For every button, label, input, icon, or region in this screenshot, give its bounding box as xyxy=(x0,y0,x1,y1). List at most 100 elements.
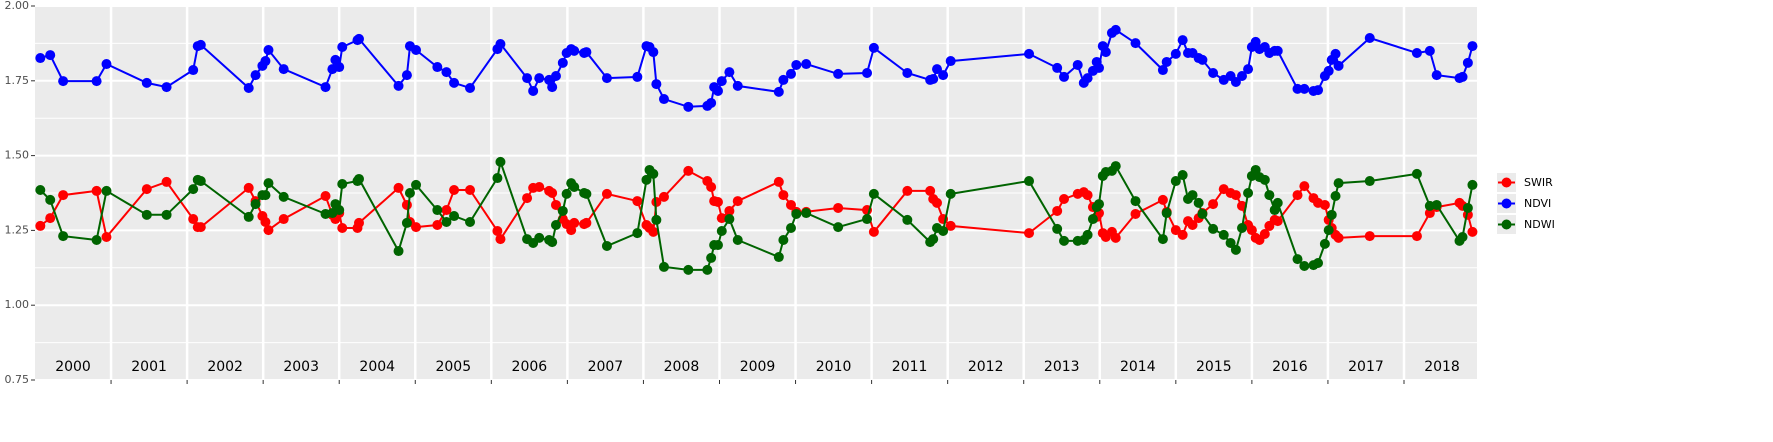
data-point xyxy=(658,261,669,272)
data-point xyxy=(1157,65,1168,76)
data-point xyxy=(724,214,735,225)
data-point xyxy=(522,193,533,204)
data-point xyxy=(1187,190,1198,201)
year-label: 2006 xyxy=(512,359,548,375)
data-point xyxy=(263,225,274,236)
data-point xyxy=(1130,196,1141,207)
data-point xyxy=(683,101,694,112)
data-point xyxy=(928,74,939,85)
data-point xyxy=(441,217,452,228)
data-point xyxy=(337,179,348,190)
data-point xyxy=(778,74,789,85)
data-point xyxy=(161,176,172,187)
year-label: 2014 xyxy=(1120,359,1156,375)
year-label: 2012 xyxy=(968,359,1004,375)
data-point xyxy=(1364,33,1375,44)
data-point xyxy=(1059,235,1070,246)
data-point xyxy=(1193,197,1204,208)
data-point xyxy=(243,182,254,193)
data-point xyxy=(928,234,939,245)
data-point xyxy=(1208,68,1219,79)
data-point xyxy=(1082,190,1093,201)
data-point xyxy=(401,70,412,81)
data-point xyxy=(868,42,879,53)
year-label: 2000 xyxy=(55,359,91,375)
data-point xyxy=(569,182,580,193)
data-point xyxy=(449,77,460,88)
data-point xyxy=(1292,254,1303,265)
data-point xyxy=(716,213,727,224)
data-point xyxy=(1243,188,1254,198)
data-point xyxy=(337,41,348,52)
data-point xyxy=(561,188,572,199)
data-point xyxy=(773,252,784,263)
data-point xyxy=(195,176,206,187)
legend-point xyxy=(1501,177,1512,188)
data-point xyxy=(938,225,949,236)
year-label: 2009 xyxy=(740,359,776,375)
data-point xyxy=(902,68,913,79)
data-point xyxy=(651,196,662,207)
year-label: 2001 xyxy=(131,359,167,375)
data-point xyxy=(732,196,743,207)
data-point xyxy=(1323,65,1334,76)
data-point xyxy=(706,182,717,193)
data-point xyxy=(141,209,152,220)
data-point xyxy=(868,226,879,237)
y-tick-label: 1.75 xyxy=(5,74,30,87)
data-point xyxy=(260,190,271,201)
data-point xyxy=(45,194,56,205)
data-point xyxy=(1059,193,1070,204)
data-point xyxy=(601,188,612,199)
data-point xyxy=(1457,231,1468,242)
data-point xyxy=(1161,56,1172,67)
data-point xyxy=(1299,83,1310,94)
data-point xyxy=(401,199,412,210)
data-point xyxy=(868,188,879,199)
data-point xyxy=(495,38,506,49)
data-point xyxy=(393,182,404,193)
data-point xyxy=(1330,48,1341,59)
data-point xyxy=(1218,229,1229,240)
data-point xyxy=(932,197,943,208)
data-point xyxy=(1130,208,1141,219)
data-point xyxy=(1431,199,1442,210)
data-point xyxy=(833,202,844,213)
data-point xyxy=(1230,190,1241,201)
data-point xyxy=(250,199,261,210)
data-point xyxy=(557,57,568,68)
data-point xyxy=(1024,228,1035,239)
data-point xyxy=(716,225,727,236)
data-point xyxy=(465,185,476,196)
data-point xyxy=(778,234,789,245)
data-point xyxy=(1364,231,1375,242)
data-point xyxy=(141,184,152,195)
data-point xyxy=(833,222,844,233)
data-point xyxy=(1094,199,1105,210)
data-point xyxy=(35,185,46,196)
data-point xyxy=(550,71,561,82)
data-point xyxy=(334,205,345,216)
data-point xyxy=(492,225,503,236)
data-point xyxy=(45,50,56,61)
data-point xyxy=(773,176,784,187)
data-point xyxy=(641,174,652,185)
data-point xyxy=(683,165,694,176)
data-point xyxy=(557,205,568,216)
year-label: 2008 xyxy=(664,359,700,375)
data-point xyxy=(278,64,289,75)
data-point xyxy=(712,196,723,207)
data-point xyxy=(353,33,364,44)
data-point xyxy=(1272,197,1283,208)
data-point xyxy=(1087,214,1098,225)
data-point xyxy=(45,213,56,224)
data-point xyxy=(833,68,844,79)
data-point xyxy=(706,252,717,263)
data-point xyxy=(658,94,669,105)
data-point xyxy=(550,199,561,210)
data-point xyxy=(91,234,102,245)
data-point xyxy=(432,220,443,231)
data-point xyxy=(1208,223,1219,234)
data-point xyxy=(1177,229,1188,240)
data-point xyxy=(1462,202,1473,213)
